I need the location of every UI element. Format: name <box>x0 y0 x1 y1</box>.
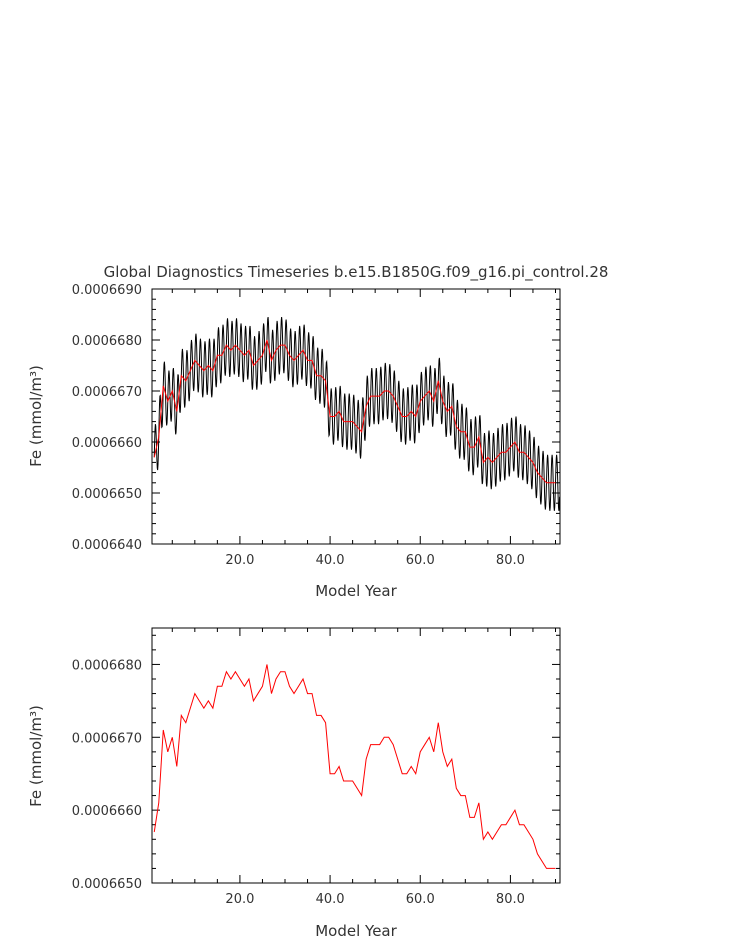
bottom-y-tick-label: 0.0006670 <box>72 731 142 746</box>
top-panel: 0.0006640 0.0006650 0.0006660 0.0006670 0.00… <box>27 283 561 600</box>
top-x-tick-labels: 20.0 40.0 60.0 80.0 <box>225 553 524 568</box>
top-y-tick-label: 0.0006670 <box>72 385 142 400</box>
top-x-tick-label: 80.0 <box>496 553 525 568</box>
bottom-x-tick-label: 80.0 <box>496 892 525 907</box>
bottom-x-axis-label: Model Year <box>315 922 397 940</box>
top-y-tick-label: 0.0006650 <box>72 487 142 502</box>
bottom-y-tick-labels: 0.0006650 0.0006660 0.0006670 0.0006680 <box>72 658 142 892</box>
bottom-x-tick-labels: 20.0 40.0 60.0 80.0 <box>225 892 524 907</box>
top-y-tick-label: 0.0006680 <box>72 334 142 349</box>
top-y-tick-label: 0.0006640 <box>72 538 142 553</box>
top-ticks <box>152 288 560 545</box>
bottom-y-tick-label: 0.0006650 <box>72 877 142 892</box>
top-y-tick-label: 0.0006690 <box>72 283 142 298</box>
bottom-ticks <box>152 628 560 884</box>
top-x-axis-label: Model Year <box>315 582 397 600</box>
bottom-plot-frame <box>151 627 561 884</box>
top-annual-series <box>153 339 556 484</box>
bottom-x-tick-label: 20.0 <box>225 892 254 907</box>
top-y-tick-label: 0.0006660 <box>72 436 142 451</box>
bottom-panel: 0.0006650 0.0006660 0.0006670 0.0006680 20.… <box>27 627 561 940</box>
top-monthly-series <box>153 316 561 511</box>
top-x-tick-label: 40.0 <box>316 553 345 568</box>
top-monthly-line <box>153 316 561 511</box>
chart-title: Global Diagnostics Timeseries b.e15.B185… <box>104 263 609 282</box>
bottom-x-tick-label: 60.0 <box>406 892 435 907</box>
top-annual-line <box>153 339 556 484</box>
top-plot-frame <box>151 288 561 545</box>
bottom-y-axis-label: Fe (mmol/m³) <box>27 705 45 807</box>
top-y-tick-labels: 0.0006640 0.0006650 0.0006660 0.0006670 0.00… <box>72 283 142 553</box>
bottom-annual-line <box>153 664 556 869</box>
bottom-y-tick-label: 0.0006660 <box>72 804 142 819</box>
top-x-tick-label: 20.0 <box>225 553 254 568</box>
top-y-axis-label: Fe (mmol/m³) <box>27 365 45 467</box>
bottom-annual-series <box>153 664 556 869</box>
bottom-x-tick-label: 40.0 <box>316 892 345 907</box>
bottom-y-tick-label: 0.0006680 <box>72 658 142 673</box>
top-x-tick-label: 60.0 <box>406 553 435 568</box>
